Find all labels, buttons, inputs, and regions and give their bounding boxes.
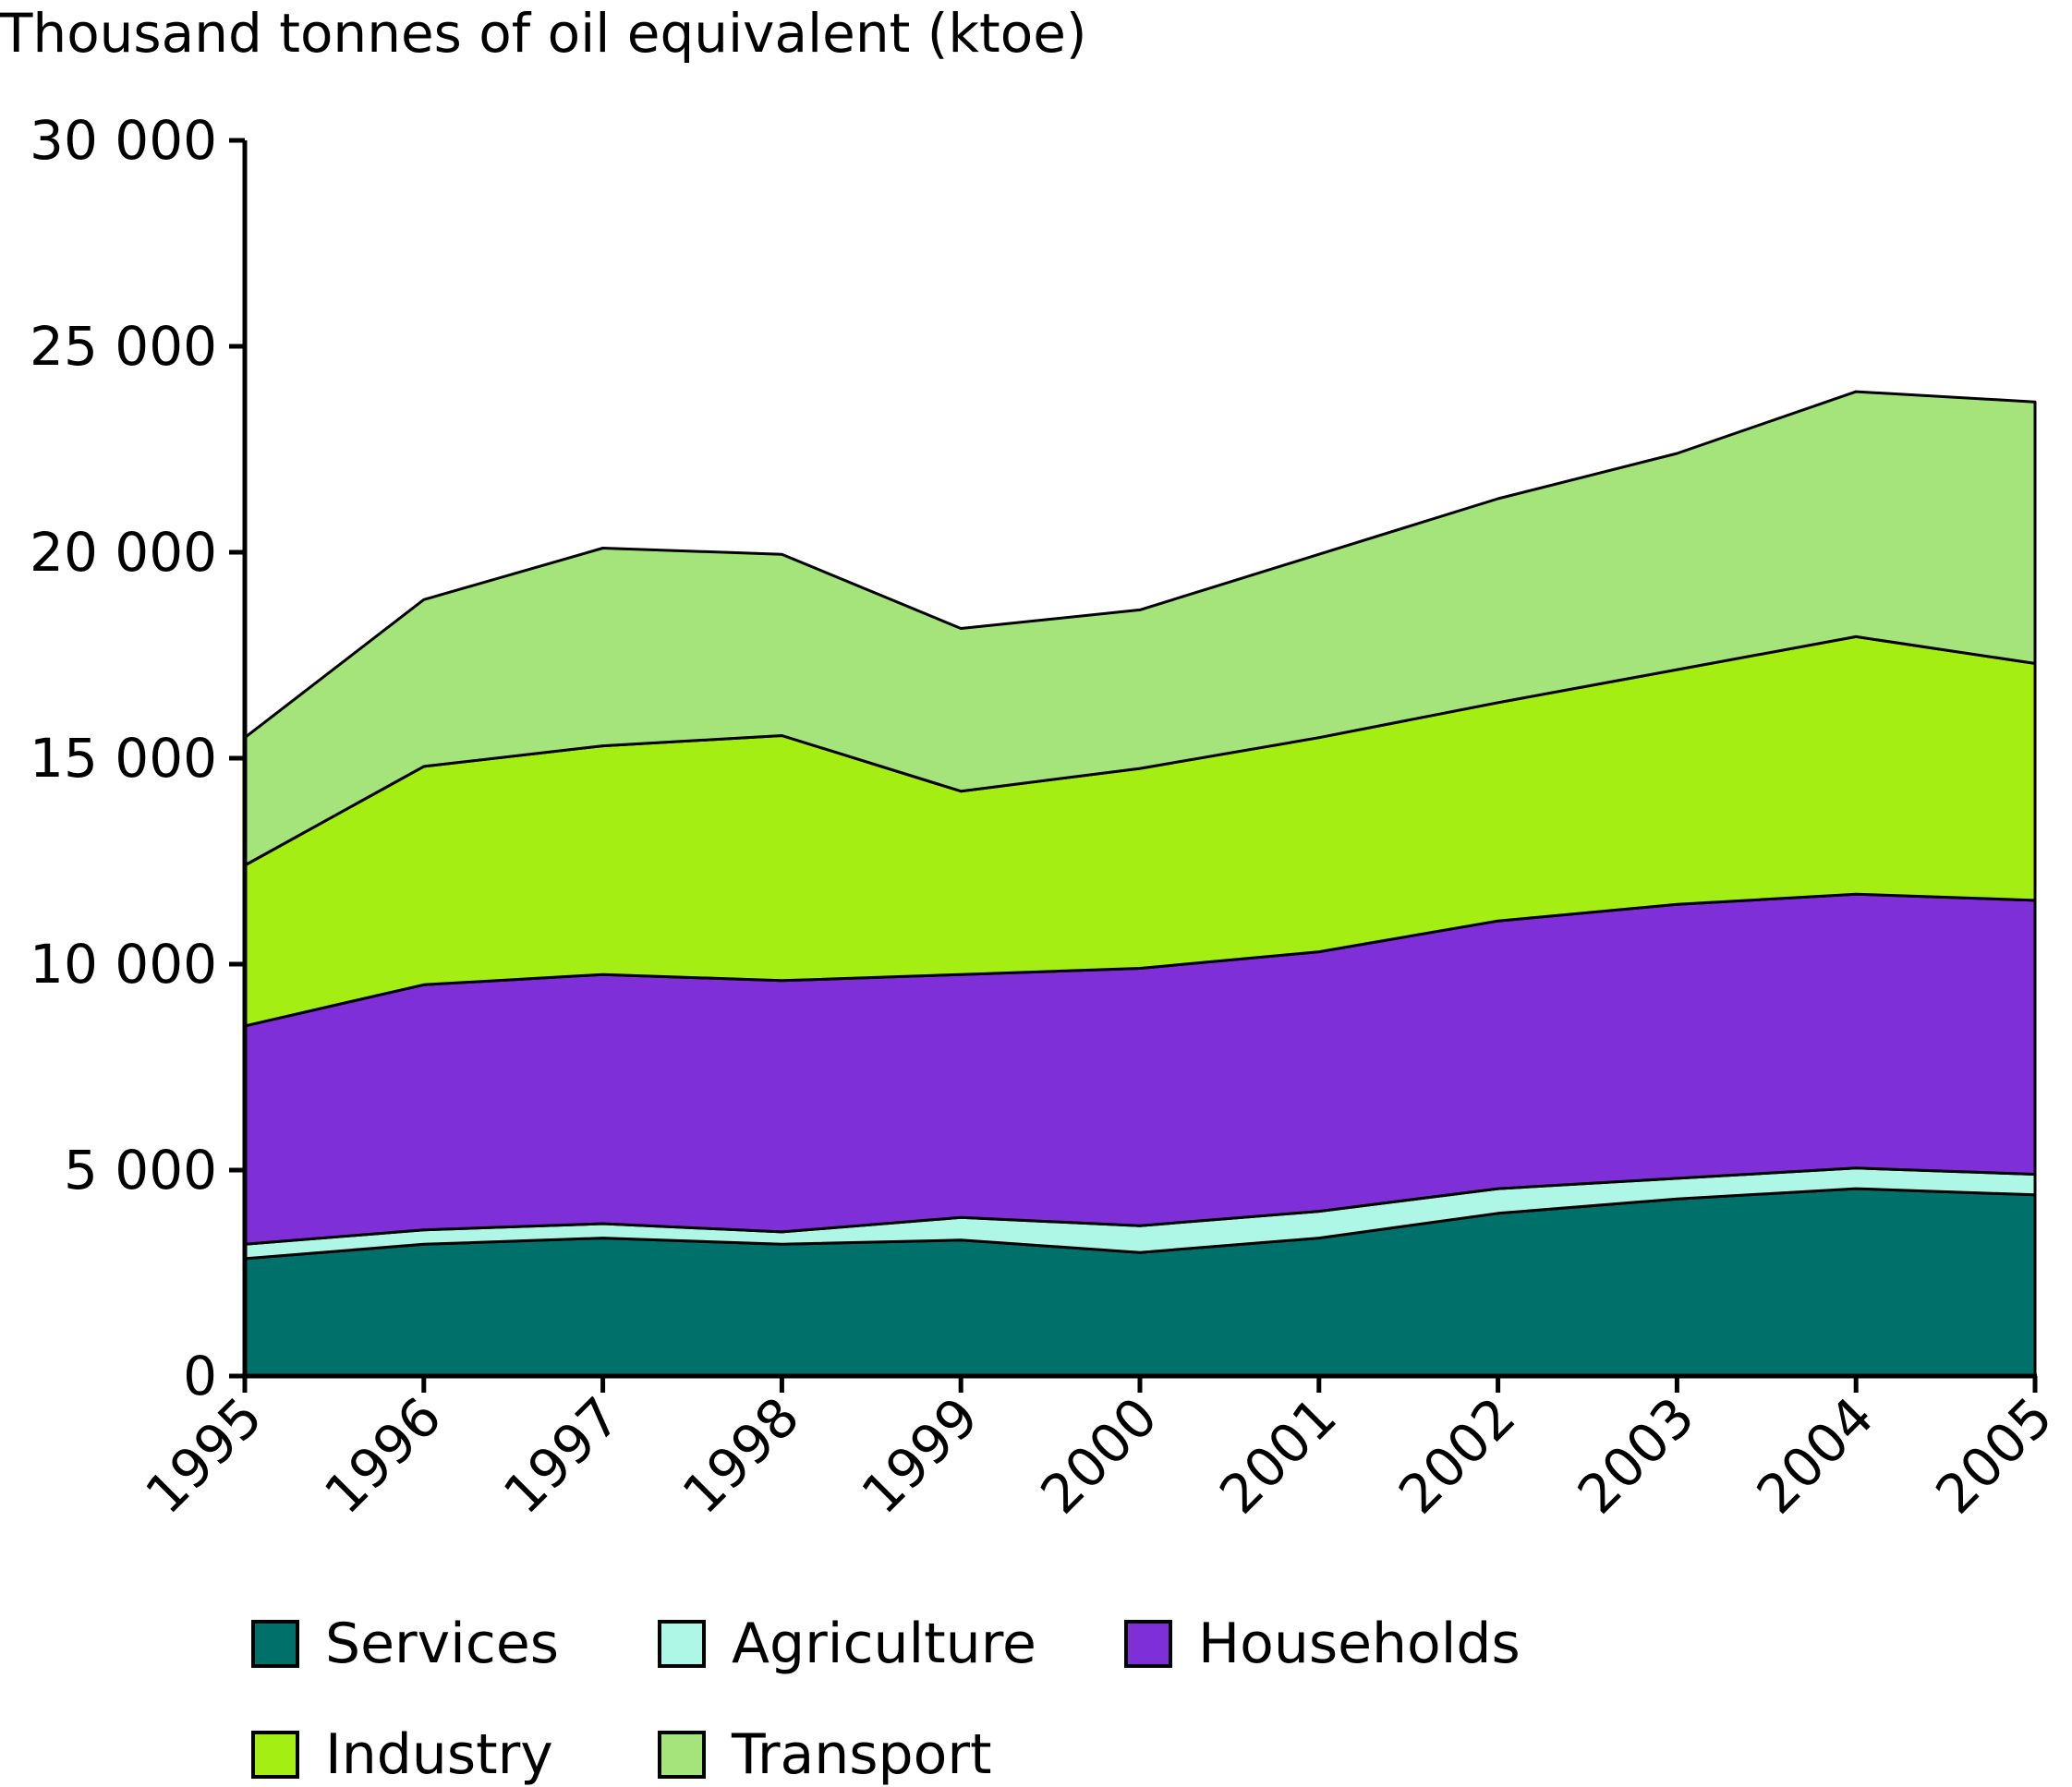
legend-item-industry: Industry (251, 1722, 553, 1787)
x-tick-label: 1996 (312, 1385, 453, 1526)
x-tick-label: 2002 (1387, 1385, 1527, 1526)
y-tick-label: 15 000 (30, 727, 217, 790)
legend-item-services: Services (251, 1612, 559, 1676)
y-tick-label: 5 000 (64, 1139, 217, 1201)
x-tick-label: 2000 (1028, 1385, 1169, 1526)
legend-swatch-services (251, 1620, 299, 1668)
x-tick-label: 2005 (1923, 1385, 2064, 1526)
y-axis-ticks: 0 5 000 10 000 15 000 20 000 25 000 30 000 (30, 109, 245, 1407)
x-tick-label: 2004 (1745, 1385, 1885, 1526)
x-tick-label: 2003 (1566, 1385, 1706, 1526)
legend-label-industry: Industry (325, 1722, 553, 1787)
y-tick-label: 25 000 (30, 315, 217, 378)
legend-label-households: Households (1198, 1612, 1521, 1676)
legend-item-agriculture: Agriculture (658, 1612, 1036, 1676)
legend-label-transport: Transport (732, 1722, 992, 1787)
area-transport (243, 390, 2037, 867)
legend-label-services: Services (325, 1612, 560, 1676)
legend-item-transport: Transport (658, 1722, 992, 1787)
stacked-area-chart: Thousand tonnes of oil equivalent (ktoe)… (0, 2, 2065, 1526)
x-tick-label: 1998 (671, 1385, 811, 1526)
legend-label-agriculture: Agriculture (732, 1612, 1036, 1676)
y-tick-label: 10 000 (30, 933, 217, 996)
chart-title: Thousand tonnes of oil equivalent (ktoe) (0, 2, 1087, 65)
y-tick-label: 0 (183, 1345, 217, 1407)
y-tick-label: 20 000 (30, 521, 217, 584)
x-tick-label: 1997 (491, 1385, 632, 1526)
legend-item-households: Households (1124, 1612, 1521, 1676)
x-tick-label: 1999 (850, 1385, 990, 1526)
x-axis-ticks: 1995 1996 1997 1998 1999 2000 2001 2002 2003 2004… (133, 1376, 2065, 1526)
area-layers (243, 390, 2037, 1378)
legend-swatch-agriculture (658, 1620, 706, 1668)
y-tick-label: 30 000 (30, 109, 217, 172)
x-tick-label: 2001 (1207, 1385, 1348, 1526)
legend-swatch-transport (658, 1731, 706, 1779)
legend-swatch-industry (251, 1731, 299, 1779)
legend-swatch-households (1124, 1620, 1172, 1668)
